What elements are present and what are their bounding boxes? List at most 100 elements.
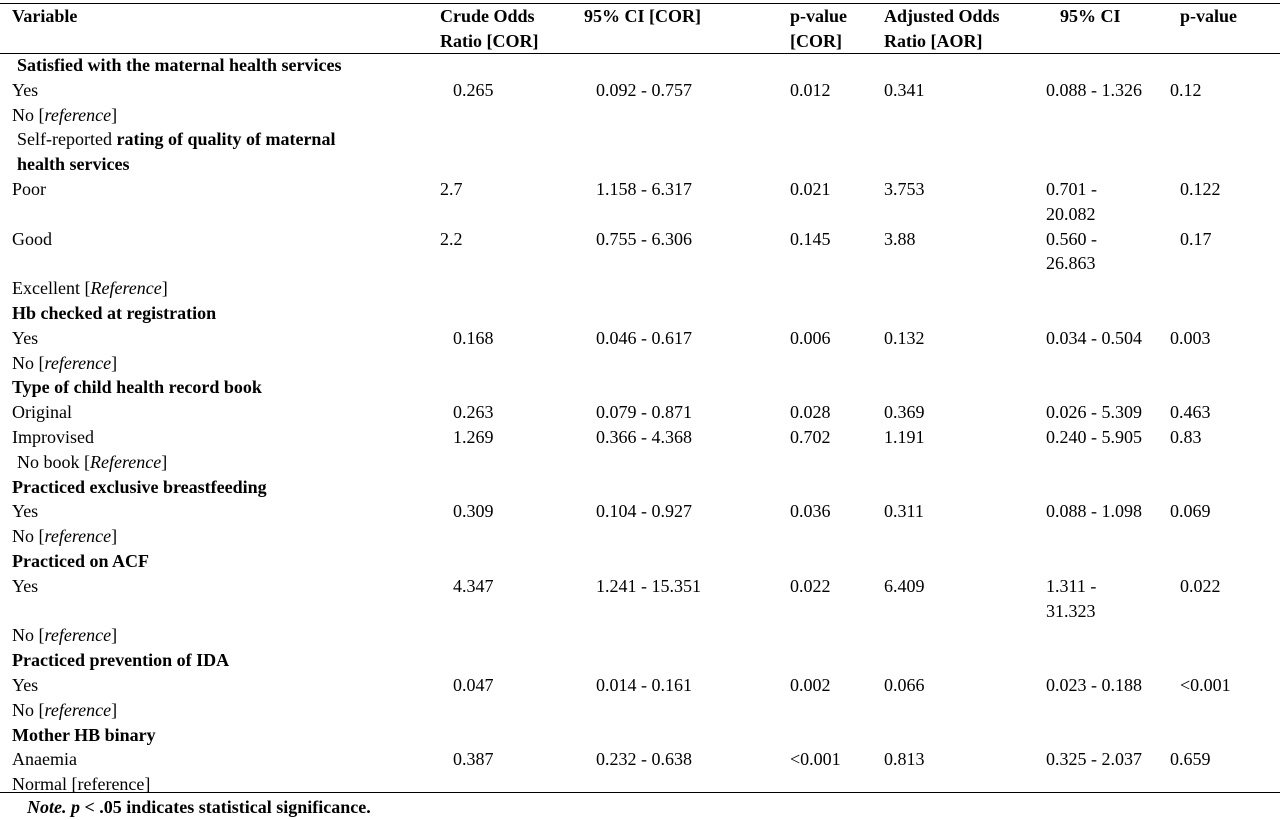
- table-row: Yes 0.047 0.014 - 0.161 0.002 0.066 0.02…: [0, 673, 1280, 698]
- reference-row: Normal [reference]: [0, 772, 1280, 797]
- table-note: Note. p < .05 indicates statistical sign…: [27, 797, 371, 817]
- row-label: Anaemia: [12, 749, 77, 770]
- ci-cor-value: 0.755 - 6.306: [596, 228, 692, 249]
- p-cor-value: 0.002: [790, 674, 831, 695]
- p-cor-value: 0.702: [790, 426, 831, 447]
- cor-value: 4.347: [453, 575, 494, 596]
- table-row: Good 2.2 0.755 - 6.306 0.145 3.88 0.560 …: [0, 227, 1280, 277]
- ci-aor-value: 0.026 - 5.309: [1046, 402, 1142, 423]
- section-title: Type of child health record book: [12, 377, 262, 398]
- aor-value: 3.753: [884, 178, 925, 199]
- section-title: Practiced prevention of IDA: [12, 650, 230, 671]
- row-label: Yes: [12, 79, 39, 100]
- ci-cor-value: 0.366 - 4.368: [596, 426, 692, 447]
- p-aor-value: 0.463: [1170, 402, 1211, 423]
- p-aor-value: 0.069: [1170, 501, 1211, 522]
- row-label: Yes: [12, 674, 39, 695]
- p-cor-value: 0.012: [790, 79, 831, 100]
- section-title: Practiced on ACF: [12, 550, 149, 571]
- cor-value: 0.309: [453, 501, 494, 522]
- header-p-cor: p-value [COR]: [790, 6, 848, 51]
- cor-value: 0.265: [453, 79, 494, 100]
- aor-value: 0.341: [884, 79, 925, 100]
- aor-value: 6.409: [884, 575, 925, 596]
- aor-value: 3.88: [884, 228, 916, 249]
- header-rule: [0, 53, 1280, 54]
- row-label: No [reference]: [12, 526, 118, 547]
- row-label: Yes: [12, 575, 39, 596]
- section-row: Type of child health record book: [0, 375, 1280, 400]
- table-header: Variable Crude Odds Ratio [COR] 95% CI [C…: [0, 4, 1280, 54]
- section-row: Mother HB binary: [0, 723, 1280, 748]
- cor-value: 0.263: [453, 402, 494, 423]
- p-aor-value: 0.003: [1170, 327, 1211, 348]
- row-label: Yes: [12, 327, 39, 348]
- row-label: Normal [reference]: [12, 774, 151, 795]
- aor-value: 0.311: [884, 501, 924, 522]
- ci-aor-value: 0.701 -20.082: [1046, 178, 1097, 224]
- p-cor-value: 0.021: [790, 178, 831, 199]
- table-row: Poor 2.7 1.158 - 6.317 0.021 3.753 0.701…: [0, 177, 1280, 227]
- ci-cor-value: 0.014 - 0.161: [596, 674, 692, 695]
- p-aor-value: 0.83: [1170, 426, 1202, 447]
- reference-row: No [reference]: [0, 623, 1280, 648]
- p-aor-value: 0.12: [1170, 79, 1202, 100]
- p-cor-value: 0.036: [790, 501, 831, 522]
- reference-row: No [reference]: [0, 698, 1280, 723]
- section-row: Satisfied with the maternal health servi…: [0, 53, 1280, 78]
- section-row: Hb checked at registration: [0, 301, 1280, 326]
- row-label: No [reference]: [12, 625, 118, 646]
- row-label: Original: [12, 402, 72, 423]
- cor-value: 2.2: [440, 228, 463, 249]
- row-label: No [reference]: [12, 104, 118, 125]
- ci-cor-value: 0.232 - 0.638: [596, 749, 692, 770]
- cor-value: 0.387: [453, 749, 494, 770]
- ci-cor-value: 0.079 - 0.871: [596, 402, 692, 423]
- reference-row: No [reference]: [0, 103, 1280, 128]
- header-variable: Variable: [12, 6, 78, 26]
- ci-aor-value: 0.325 - 2.037: [1046, 749, 1142, 770]
- section-title: Mother HB binary: [12, 724, 156, 745]
- section-title: Hb checked at registration: [12, 302, 217, 323]
- row-label: Good: [12, 228, 52, 249]
- top-rule: [0, 3, 1280, 4]
- ci-aor-value: 1.311 -31.323: [1046, 575, 1097, 621]
- header-ci-cor: 95% CI [COR]: [584, 6, 701, 26]
- ci-aor-value: 0.560 -26.863: [1046, 228, 1097, 274]
- ci-aor-value: 0.240 - 5.905: [1046, 426, 1142, 447]
- table-row: Yes 0.265 0.092 - 0.757 0.012 0.341 0.08…: [0, 78, 1280, 103]
- section-title: Satisfied with the maternal health servi…: [17, 55, 342, 75]
- section-row: Practiced on ACF: [0, 549, 1280, 574]
- p-cor-value: 0.022: [790, 575, 831, 596]
- aor-value: 0.369: [884, 402, 925, 423]
- p-aor-value: 0.022: [1180, 575, 1221, 596]
- ci-cor-value: 0.104 - 0.927: [596, 501, 692, 522]
- header-p-aor: p-value: [1180, 6, 1238, 26]
- section-row: Practiced exclusive breastfeeding: [0, 475, 1280, 500]
- p-aor-value: 0.659: [1170, 749, 1211, 770]
- ci-cor-value: 1.241 - 15.351: [596, 575, 701, 596]
- row-label: No [reference]: [12, 352, 118, 373]
- table-row: Original 0.263 0.079 - 0.871 0.028 0.369…: [0, 400, 1280, 425]
- p-aor-value: 0.122: [1180, 178, 1221, 199]
- cor-value: 2.7: [440, 178, 463, 199]
- ci-cor-value: 1.158 - 6.317: [596, 178, 692, 199]
- bottom-rule: [0, 792, 1280, 793]
- row-label: Poor: [12, 178, 47, 199]
- table-body: Satisfied with the maternal health servi…: [0, 53, 1280, 797]
- row-label: No [reference]: [12, 699, 118, 720]
- table-row: Improvised 1.269 0.366 - 4.368 0.702 1.1…: [0, 425, 1280, 450]
- row-label: Yes: [12, 501, 39, 522]
- header-cor: Crude Odds Ratio [COR]: [440, 6, 539, 51]
- header-ci-aor: 95% CI: [1060, 6, 1121, 26]
- p-aor-value: 0.17: [1180, 228, 1212, 249]
- cor-value: 0.168: [453, 327, 494, 348]
- reference-row: No [reference]: [0, 524, 1280, 549]
- cor-value: 1.269: [453, 426, 494, 447]
- reference-row: No [reference]: [0, 351, 1280, 376]
- ci-aor-value: 0.088 - 1.098: [1046, 501, 1142, 522]
- cor-value: 0.047: [453, 674, 494, 695]
- header-aor: Adjusted Odds Ratio [AOR]: [884, 6, 1000, 51]
- row-label: Improvised: [12, 426, 94, 447]
- table-row: Yes 4.347 1.241 - 15.351 0.022 6.409 1.3…: [0, 574, 1280, 624]
